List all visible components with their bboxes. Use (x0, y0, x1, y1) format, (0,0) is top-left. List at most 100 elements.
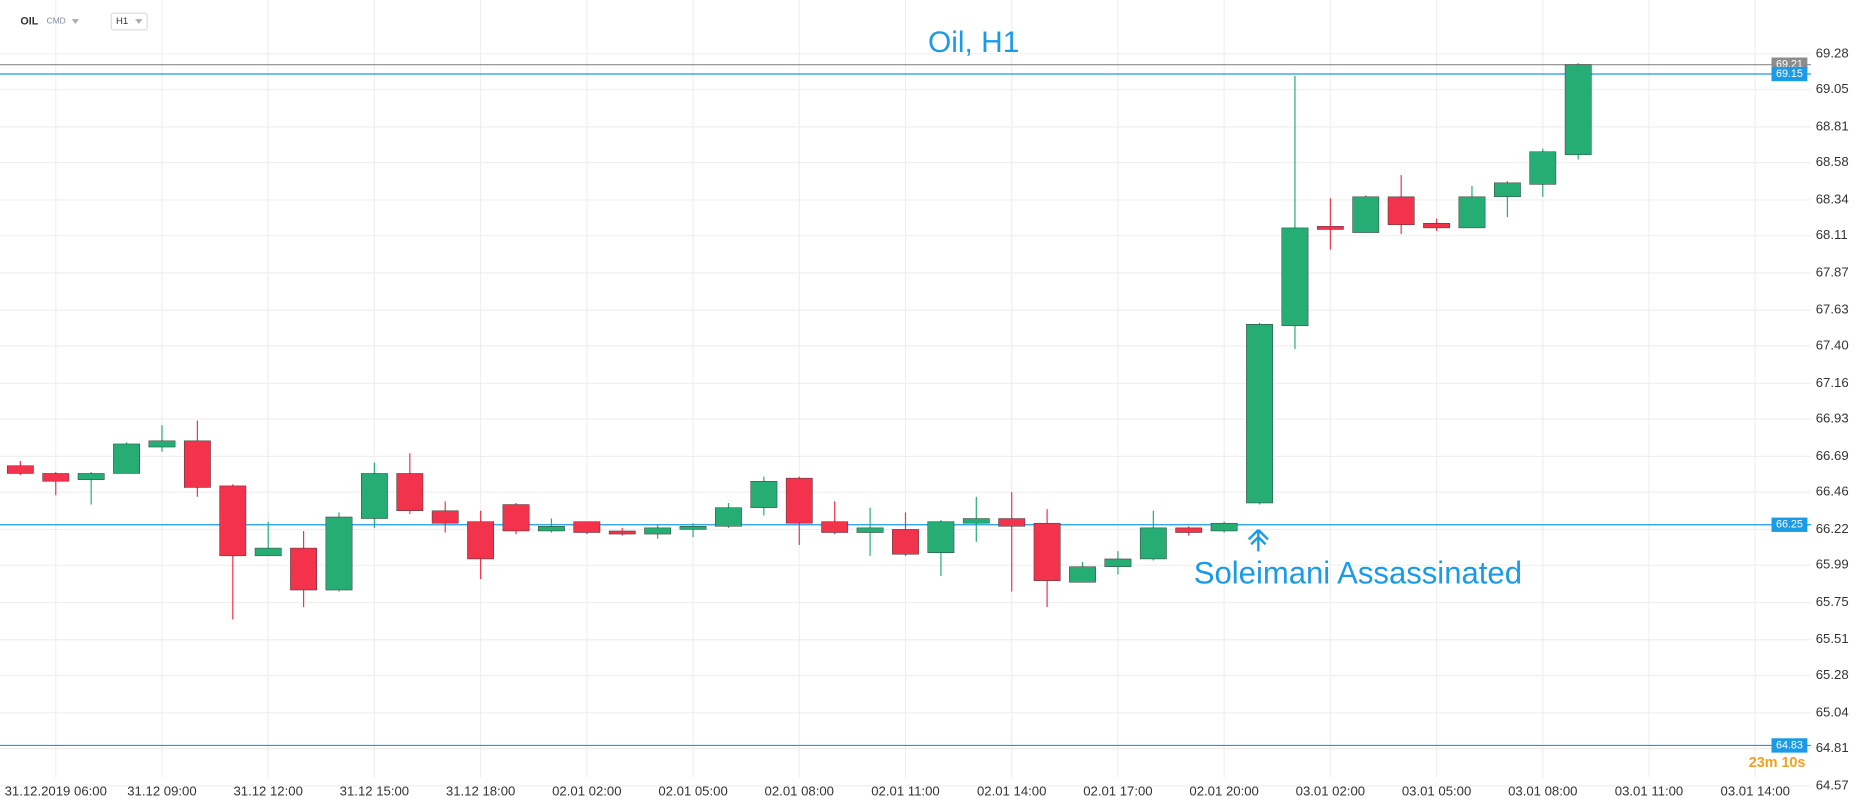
x-tick-label: 02.01 20:00 (1189, 783, 1258, 798)
y-tick-label: 64.57 (1816, 777, 1849, 792)
x-tick-label: 03.01 14:00 (1721, 783, 1790, 798)
candle-body (148, 440, 176, 448)
candle-body (856, 527, 884, 533)
candle-body (1246, 324, 1273, 504)
price-label-box (1771, 66, 1808, 82)
interval[interactable]: H1 (116, 16, 128, 27)
candle-body (608, 530, 636, 535)
x-tick-label: 31.12 09:00 (127, 783, 196, 798)
candle-body (538, 526, 565, 532)
candle-body (1033, 522, 1061, 581)
x-tick-label: 02.01 05:00 (658, 783, 727, 798)
price-label: 66.25 (1776, 519, 1803, 531)
symbol[interactable]: OIL (20, 15, 38, 27)
x-tick-label: 31.12 12:00 (233, 783, 302, 798)
price-label: 69.15 (1776, 68, 1803, 80)
y-tick-label: 68.11 (1816, 227, 1848, 242)
x-tick-label: 31.12.2019 06:00 (5, 783, 107, 798)
chart-title: Oil, H1 (928, 26, 1019, 59)
price-label-box (1771, 517, 1808, 532)
candle-body (927, 521, 955, 553)
y-tick-label: 66.22 (1816, 521, 1849, 536)
y-tick-label: 68.34 (1816, 191, 1849, 206)
y-tick-label: 64.81 (1816, 740, 1849, 755)
annotation: Soleimani Assassinated (1194, 556, 1522, 591)
candle-body (113, 443, 140, 474)
candle-body (183, 440, 211, 488)
y-tick-label: 65.28 (1816, 667, 1849, 682)
candle-body (467, 521, 495, 560)
interval-box[interactable] (110, 12, 148, 31)
candle-body (573, 521, 601, 533)
x-tick-label: 03.01 11:00 (1615, 783, 1683, 798)
y-tick-label: 68.81 (1816, 118, 1849, 133)
y-tick-label: 66.69 (1816, 448, 1849, 463)
candle-body (431, 510, 459, 524)
x-tick-label: 02.01 02:00 (552, 783, 621, 798)
x-tick-label: 02.01 14:00 (977, 783, 1046, 798)
candle-body (1493, 182, 1521, 198)
candle-body (821, 521, 849, 533)
candle-body (325, 516, 353, 591)
y-tick-label: 65.04 (1816, 704, 1849, 719)
candle-body (998, 518, 1026, 527)
candle-body (1281, 227, 1309, 327)
market: CMD (47, 16, 66, 26)
x-tick-label: 03.01 02:00 (1296, 783, 1365, 798)
candle-body (1104, 558, 1132, 567)
y-tick-label: 67.16 (1816, 375, 1849, 390)
candle-body (1210, 522, 1238, 532)
candle-body (6, 465, 34, 474)
x-tick-label: 02.01 11:00 (871, 783, 939, 798)
y-tick-label: 68.58 (1816, 154, 1849, 169)
y-tick-label: 69.05 (1816, 81, 1849, 96)
candle-body (1529, 151, 1557, 185)
y-tick-label: 69.28 (1816, 45, 1849, 60)
candle-body (715, 507, 742, 527)
price-label-box (1771, 738, 1808, 753)
x-tick-label: 02.01 17:00 (1083, 783, 1152, 798)
candle-body (785, 477, 813, 524)
x-tick-label: 02.01 08:00 (765, 783, 834, 798)
candle-body (1139, 527, 1167, 560)
candle-body (1069, 566, 1096, 583)
candle-body (502, 504, 530, 532)
candle-body (1352, 196, 1380, 233)
x-tick-label: 03.01 08:00 (1508, 783, 1577, 798)
x-tick-label: 31.12 15:00 (340, 783, 409, 798)
countdown: 23m 10s (1749, 755, 1806, 771)
y-tick-label: 66.93 (1816, 411, 1849, 426)
y-tick-label: 67.40 (1816, 337, 1849, 352)
x-tick-label: 31.12 18:00 (446, 783, 515, 798)
y-tick-label: 67.87 (1816, 264, 1849, 279)
y-tick-label: 67.63 (1816, 302, 1849, 317)
candle-body (1175, 527, 1203, 533)
candle-body (1316, 226, 1344, 230)
annotation-arrow (1247, 529, 1269, 552)
labels: 69.28 69.05 68.81 68.58 68.34 68.11 67.87 67.63… (5, 45, 1849, 798)
candle-body (42, 473, 70, 482)
grid (0, 0, 1811, 787)
candle-body (892, 529, 919, 555)
symbol-dropdown[interactable] (71, 19, 79, 24)
candle-body (1387, 196, 1415, 226)
candle-body (77, 473, 105, 480)
price-label: 64.83 (1776, 739, 1803, 751)
candle-body (1458, 196, 1486, 229)
candle-body (750, 480, 778, 508)
candle-body (219, 485, 247, 557)
candle-body (290, 547, 317, 591)
candle-body (962, 518, 990, 524)
candle-body (1564, 64, 1592, 156)
y-tick-label: 65.75 (1816, 594, 1849, 609)
x-tick-label: 03.01 05:00 (1402, 783, 1471, 798)
interval-dropdown[interactable] (135, 19, 143, 24)
y-tick-label: 65.99 (1816, 557, 1849, 572)
candle-body (679, 526, 707, 530)
candle-body (1423, 222, 1450, 229)
candle-body (644, 527, 672, 535)
candle-body (254, 547, 282, 557)
